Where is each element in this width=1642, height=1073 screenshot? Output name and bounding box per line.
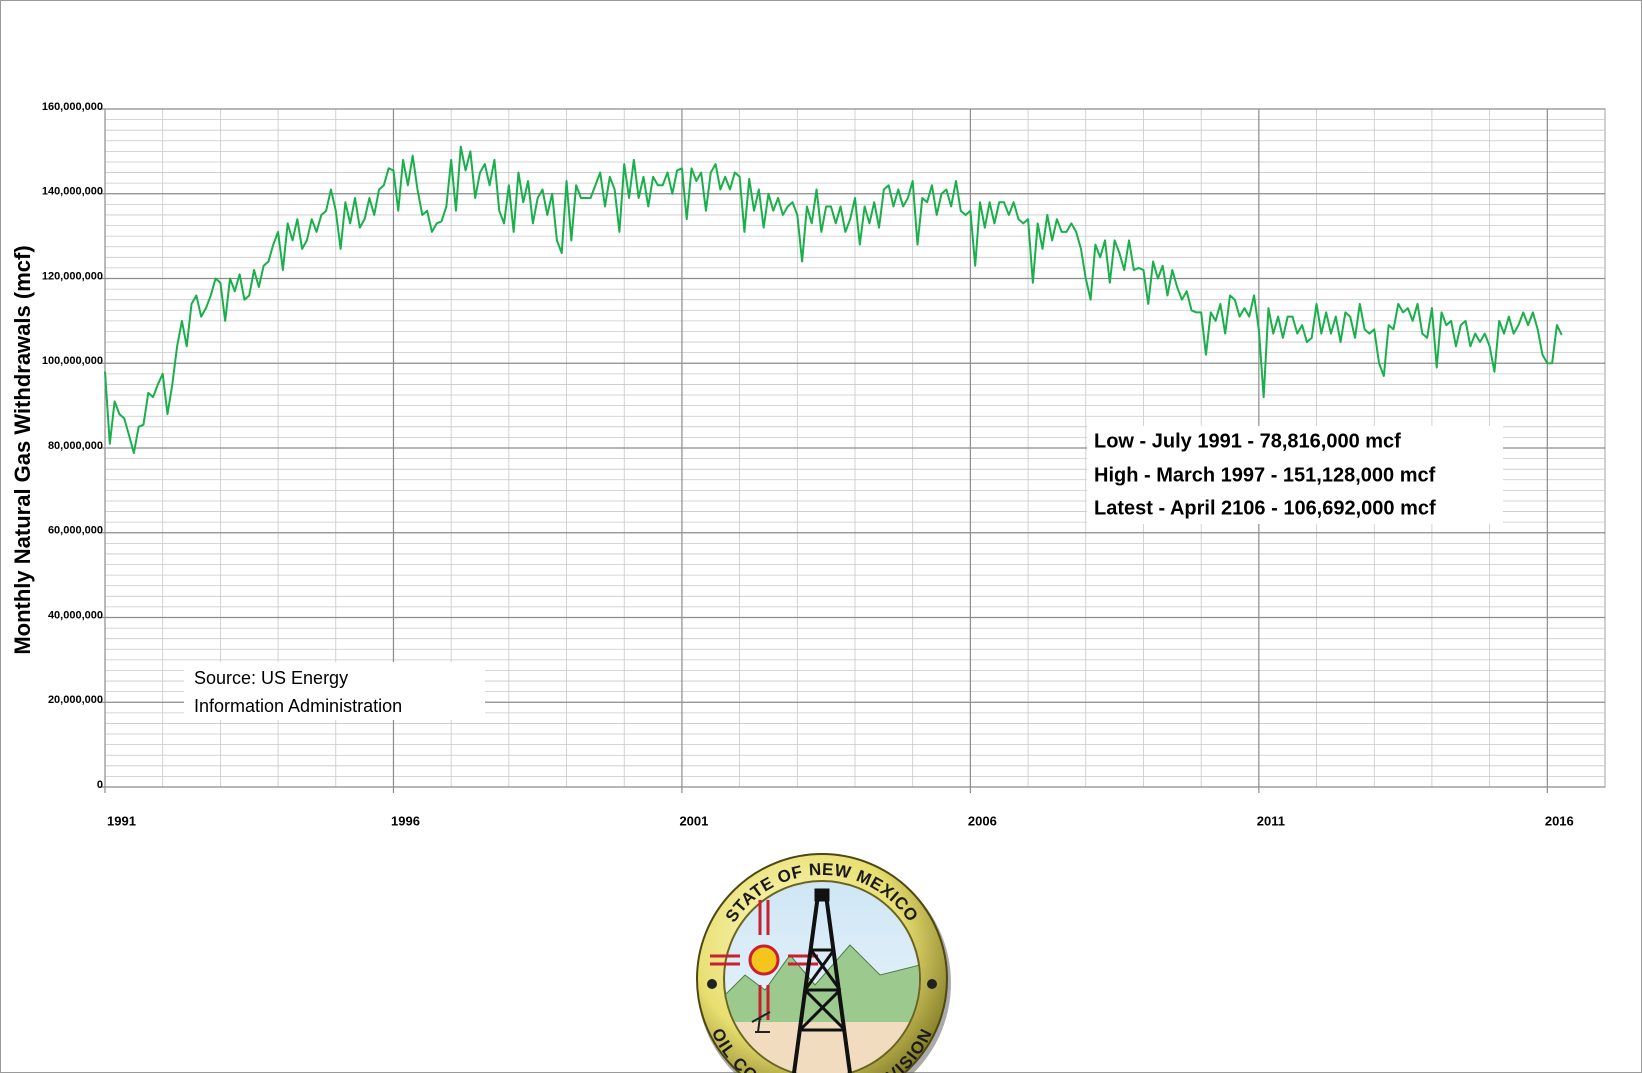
y-tick-label: 120,000,000 [42, 270, 103, 282]
y-tick-label: 60,000,000 [48, 525, 103, 537]
source-text: Information Administration [194, 696, 402, 716]
x-tick-label: 1991 [107, 813, 136, 828]
annotation: High - March 1997 - 151,128,000 mcf [1094, 464, 1436, 486]
x-tick-label: 1996 [391, 813, 420, 828]
data-line [104, 145, 1563, 455]
y-tick-label: 160,000,000 [42, 101, 103, 113]
y-tick-label: 140,000,000 [42, 186, 103, 198]
x-tick-label: 2001 [679, 813, 708, 828]
y-axis-label: Monthly Natural Gas Withdrawals (mcf) [10, 245, 35, 654]
y-tick-label: 80,000,000 [48, 440, 103, 452]
logo: STATE OF NEW MEXICO OIL CONSERVATION DIV… [696, 853, 951, 1073]
logo-dot [927, 979, 937, 989]
y-tick-label: 100,000,000 [42, 355, 103, 367]
y-tick-label: 20,000,000 [48, 694, 103, 706]
logo-sun [748, 944, 780, 976]
source-text: Source: US Energy [194, 668, 348, 688]
logo-dot [707, 979, 717, 989]
annotation: Low - July 1991 - 78,816,000 mcf [1094, 430, 1401, 452]
source-box [184, 662, 485, 720]
annotation-box [1087, 426, 1503, 524]
y-tick-label: 0 [97, 779, 103, 791]
logo-rig-front [792, 893, 852, 1073]
x-tick-label: 2006 [968, 813, 997, 828]
x-tick-label: 2016 [1545, 813, 1574, 828]
annotation: Latest - April 2106 - 106,692,000 mcf [1094, 497, 1436, 519]
logo-pumpjack [751, 1011, 771, 1033]
x-tick-label: 2011 [1257, 813, 1285, 828]
y-tick-label: 40,000,000 [48, 609, 103, 621]
plot-area [104, 145, 1563, 455]
